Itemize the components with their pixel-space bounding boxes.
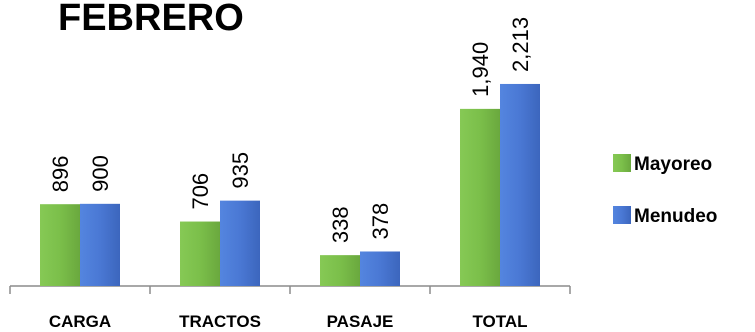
x-tick-label: TRACTOS	[179, 312, 261, 331]
data-label: 935	[228, 152, 253, 189]
bar-mayoreo	[460, 108, 500, 287]
legend-label: Mayoreo	[634, 154, 712, 175]
plot-area: CARGA 896 900 TRACTOS 706 935 PASAJE 338 378 TOTA…	[9, 17, 571, 331]
bar-menudeo	[220, 200, 260, 286]
x-tick-label: TOTAL	[472, 312, 527, 331]
legend-swatch	[613, 154, 631, 172]
data-label: 1,940	[468, 42, 493, 97]
x-tick-label: PASAJE	[327, 312, 394, 331]
legend-swatch	[613, 206, 631, 224]
bar-mayoreo	[180, 221, 220, 286]
bar-mayoreo	[320, 255, 360, 286]
data-label: 338	[328, 206, 353, 243]
bar-menudeo	[500, 83, 540, 287]
data-label: 896	[48, 155, 73, 192]
data-label: 706	[188, 173, 213, 210]
data-label: 378	[368, 203, 393, 240]
legend: Mayoreo Menudeo	[613, 154, 717, 227]
bar-menudeo	[360, 251, 400, 286]
x-tick-label: CARGA	[49, 312, 111, 331]
chart-title: FEBRERO	[58, 0, 244, 39]
bar-mayoreo	[40, 204, 80, 286]
data-label: 2,213	[508, 17, 533, 72]
legend-label: Menudeo	[634, 206, 717, 227]
bar-menudeo	[80, 203, 120, 286]
data-label: 900	[88, 155, 113, 192]
